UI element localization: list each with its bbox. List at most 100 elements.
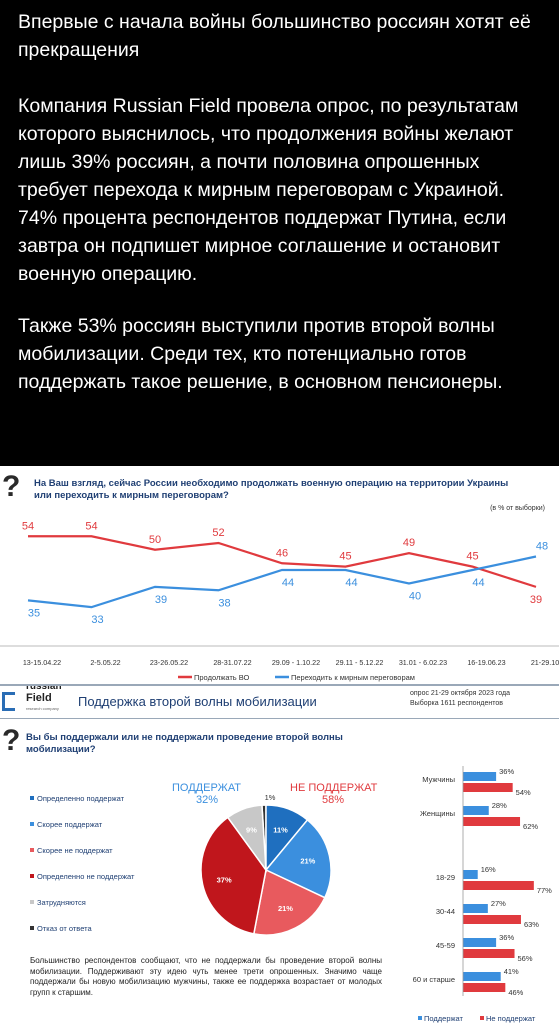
question-mark-icon: ?: [2, 470, 21, 503]
data-label: 52: [212, 527, 224, 539]
logo-mark-icon: [2, 692, 15, 711]
bar-oppose: [463, 881, 534, 890]
bar-legend-swatch-oppose: [480, 1016, 484, 1020]
bar-category-label: Женщины: [420, 809, 455, 818]
bar-category-label: 18-29: [436, 873, 455, 882]
bar-value-label: 36%: [499, 933, 514, 942]
pie-slice-label: 1%: [265, 793, 276, 802]
bar-category-label: Мужчины: [422, 775, 455, 784]
bar-category-label: 60 и старше: [413, 975, 455, 984]
x-tick-label: 23-26.05.22: [150, 658, 188, 667]
pie-slice-label: 21%: [278, 904, 293, 913]
bar-category-label: 30-44: [436, 907, 455, 916]
data-label: 44: [472, 577, 484, 589]
data-label: 49: [403, 537, 415, 549]
oppose-pct: 58%: [322, 794, 345, 806]
series-line-continue: [28, 535, 537, 588]
pie-slice: [252, 868, 326, 936]
post-paragraph-2: Также 53% россиян выступили против второ…: [18, 315, 503, 393]
post-paragraph-1: Компания Russian Field провела опрос, по…: [18, 95, 519, 285]
pie-legend-label: Отказ от ответа: [37, 924, 92, 933]
data-label: 39: [530, 594, 542, 606]
russian-field-logo: russian Field research company: [0, 686, 72, 718]
support-pct: 32%: [196, 794, 219, 806]
bar-value-label: 56%: [518, 954, 533, 963]
pie-legend-label: Затрудняются: [37, 898, 86, 907]
x-tick-label: 29.09 - 1.10.22: [272, 658, 320, 667]
data-label: 38: [218, 597, 230, 609]
pie-legend-label: Скорее не поддержат: [37, 846, 113, 855]
bar-support: [463, 972, 501, 981]
bar-value-label: 63%: [524, 920, 539, 929]
data-label: 44: [282, 577, 294, 589]
pie-slice-label: 21%: [300, 857, 315, 866]
data-label: 33: [91, 614, 103, 626]
bar-value-label: 54%: [516, 788, 531, 797]
line-chart: 54 54 50 52 46 45 49 45 39 35 33 39 38 44 44 40 44 48 13-1…: [0, 520, 559, 682]
mobilization-slide: russian Field research company Поддержка…: [0, 684, 559, 1024]
slide2-meta-date: опрос 21-29 октября 2023 года: [410, 690, 510, 697]
x-tick-label: 2-5.05.22: [90, 658, 120, 667]
bar-support: [463, 806, 489, 815]
data-label: 45: [339, 551, 351, 563]
pie-slice: [226, 804, 267, 873]
bar-value-label: 46%: [508, 988, 523, 997]
slide2-question: Вы бы поддержали или не поддержали прове…: [26, 732, 343, 755]
post-title: Впервые с начала войны большинство росси…: [18, 11, 531, 61]
pie-slice: [200, 816, 267, 935]
series-line-negotiate: [27, 555, 537, 609]
bar-value-label: 77%: [537, 886, 552, 895]
data-label: 45: [466, 551, 478, 563]
x-tick-label: 16-19.06.23: [467, 658, 505, 667]
bar-value-label: 41%: [504, 967, 519, 976]
bar-support: [463, 904, 488, 913]
pie-slice-label: 11%: [273, 826, 288, 835]
bar-legend-label-oppose: Не поддержат: [486, 1014, 536, 1023]
pie-legend-swatch: [30, 926, 34, 930]
post-text: Впервые с начала войны большинство росси…: [18, 8, 548, 420]
data-label: 46: [276, 547, 288, 559]
x-tick-label: 29.11 - 5.12.22: [336, 658, 384, 667]
slide2-header-title: Поддержка второй волны мобилизации: [78, 694, 317, 709]
data-label: 54: [22, 520, 34, 532]
x-tick-label: 13-15.04.22: [23, 658, 61, 667]
pie-legend-swatch: [30, 900, 34, 904]
bar-legend-label-support: Поддержат: [424, 1014, 464, 1023]
bar-legend-swatch-support: [418, 1016, 422, 1020]
x-tick-label: 21-29.10.23: [531, 658, 559, 667]
oppose-label: НЕ ПОДДЕРЖАТ: [290, 782, 378, 794]
bar-oppose: [463, 915, 521, 924]
bar-value-label: 62%: [523, 822, 538, 831]
pie-legend-label: Скорее поддержат: [37, 820, 103, 829]
data-label: 40: [409, 591, 421, 603]
logo-text-top: russian: [26, 684, 62, 692]
bar-value-label: 16%: [481, 865, 496, 874]
support-label: ПОДДЕРЖАТ: [172, 782, 242, 794]
pie-slice: [264, 818, 332, 899]
data-label: 44: [345, 577, 357, 589]
logo-text-main: Field: [26, 692, 52, 704]
data-label: 54: [85, 520, 97, 532]
data-label: 48: [536, 541, 548, 553]
legend-label-continue: Продолжать ВО: [194, 673, 250, 682]
pie-legend-label: Определенно поддержат: [37, 794, 125, 803]
bar-support: [463, 772, 497, 781]
bar-oppose: [463, 817, 521, 826]
slide2-meta-sample: Выборка 1611 респондентов: [410, 700, 503, 707]
bar-value-label: 36%: [499, 767, 514, 776]
bar-value-label: 27%: [491, 899, 506, 908]
trend-chart-slide: ? На Ваш взгляд, сейчас России необходим…: [0, 466, 559, 684]
bar-oppose: [463, 983, 506, 992]
header-bar: [0, 686, 559, 719]
legend-label-negotiate: Переходить к мирным переговорам: [291, 673, 415, 682]
pie-legend-swatch: [30, 796, 34, 800]
pie-legend-swatch: [30, 848, 34, 852]
bar-category-label: 45-59: [436, 941, 455, 950]
bar-value-label: 28%: [492, 801, 507, 810]
pie-legend-swatch: [30, 822, 34, 826]
bar-oppose: [463, 949, 515, 958]
x-tick-label: 31.01 - 6.02.23: [399, 658, 447, 667]
slide2-summary: Большинство респондентов сообщают, что н…: [30, 956, 382, 997]
slide1-question: На Ваш взгляд, сейчас России необходимо …: [34, 478, 509, 501]
bar-support: [463, 938, 497, 947]
